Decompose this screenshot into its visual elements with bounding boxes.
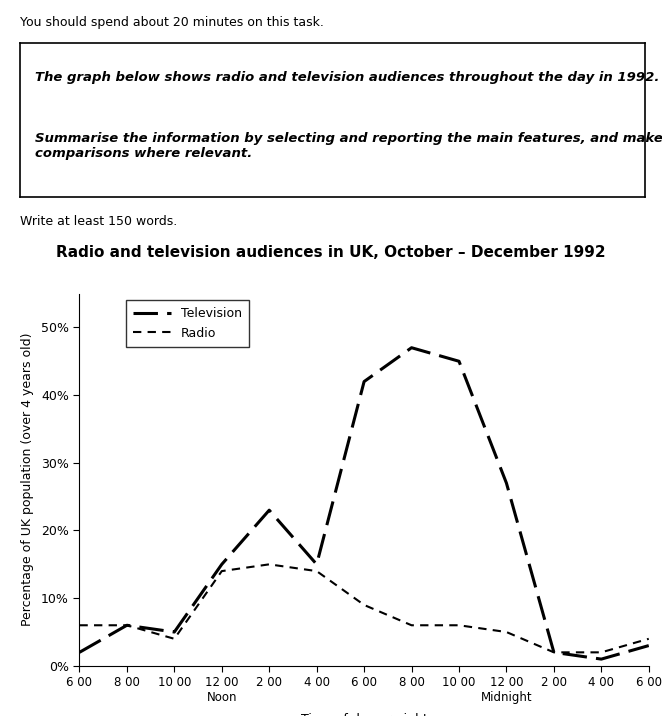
- Television: [597, 655, 605, 664]
- Y-axis label: Percentage of UK population (over 4 years old): Percentage of UK population (over 4 year…: [21, 333, 34, 626]
- Radio: [75, 621, 83, 629]
- Television: [360, 377, 368, 386]
- Radio: [645, 634, 653, 643]
- Text: You should spend about 20 minutes on this task.: You should spend about 20 minutes on thi…: [20, 16, 324, 29]
- Radio: [455, 621, 463, 629]
- Television: [645, 642, 653, 650]
- Text: Radio and television audiences in UK, October – December 1992: Radio and television audiences in UK, Oc…: [56, 245, 606, 260]
- Radio: [123, 621, 131, 629]
- Television: [502, 479, 510, 488]
- Television: [312, 560, 320, 569]
- Radio: [597, 648, 605, 657]
- Television: [408, 344, 416, 352]
- Radio: [360, 601, 368, 609]
- Text: Write at least 150 words.: Write at least 150 words.: [20, 215, 177, 228]
- Radio: [502, 628, 510, 637]
- Text: The graph below shows radio and television audiences throughout the day in 1992.: The graph below shows radio and televisi…: [36, 71, 660, 84]
- Television: [123, 621, 131, 629]
- Television: [265, 506, 273, 515]
- Radio: [408, 621, 416, 629]
- Radio: [312, 567, 320, 576]
- Radio: [170, 634, 178, 643]
- X-axis label: Time of day or night: Time of day or night: [301, 712, 428, 716]
- Radio: [550, 648, 558, 657]
- Television: [218, 560, 226, 569]
- Line: Radio: Radio: [79, 564, 649, 652]
- Text: Summarise the information by selecting and reporting the main features, and make: Summarise the information by selecting a…: [36, 132, 662, 160]
- Television: [75, 648, 83, 657]
- Television: [455, 357, 463, 366]
- Line: Television: Television: [79, 348, 649, 659]
- Television: [550, 648, 558, 657]
- Radio: [218, 567, 226, 576]
- Radio: [265, 560, 273, 569]
- Legend: Television, Radio: Television, Radio: [126, 300, 249, 347]
- Television: [170, 628, 178, 637]
